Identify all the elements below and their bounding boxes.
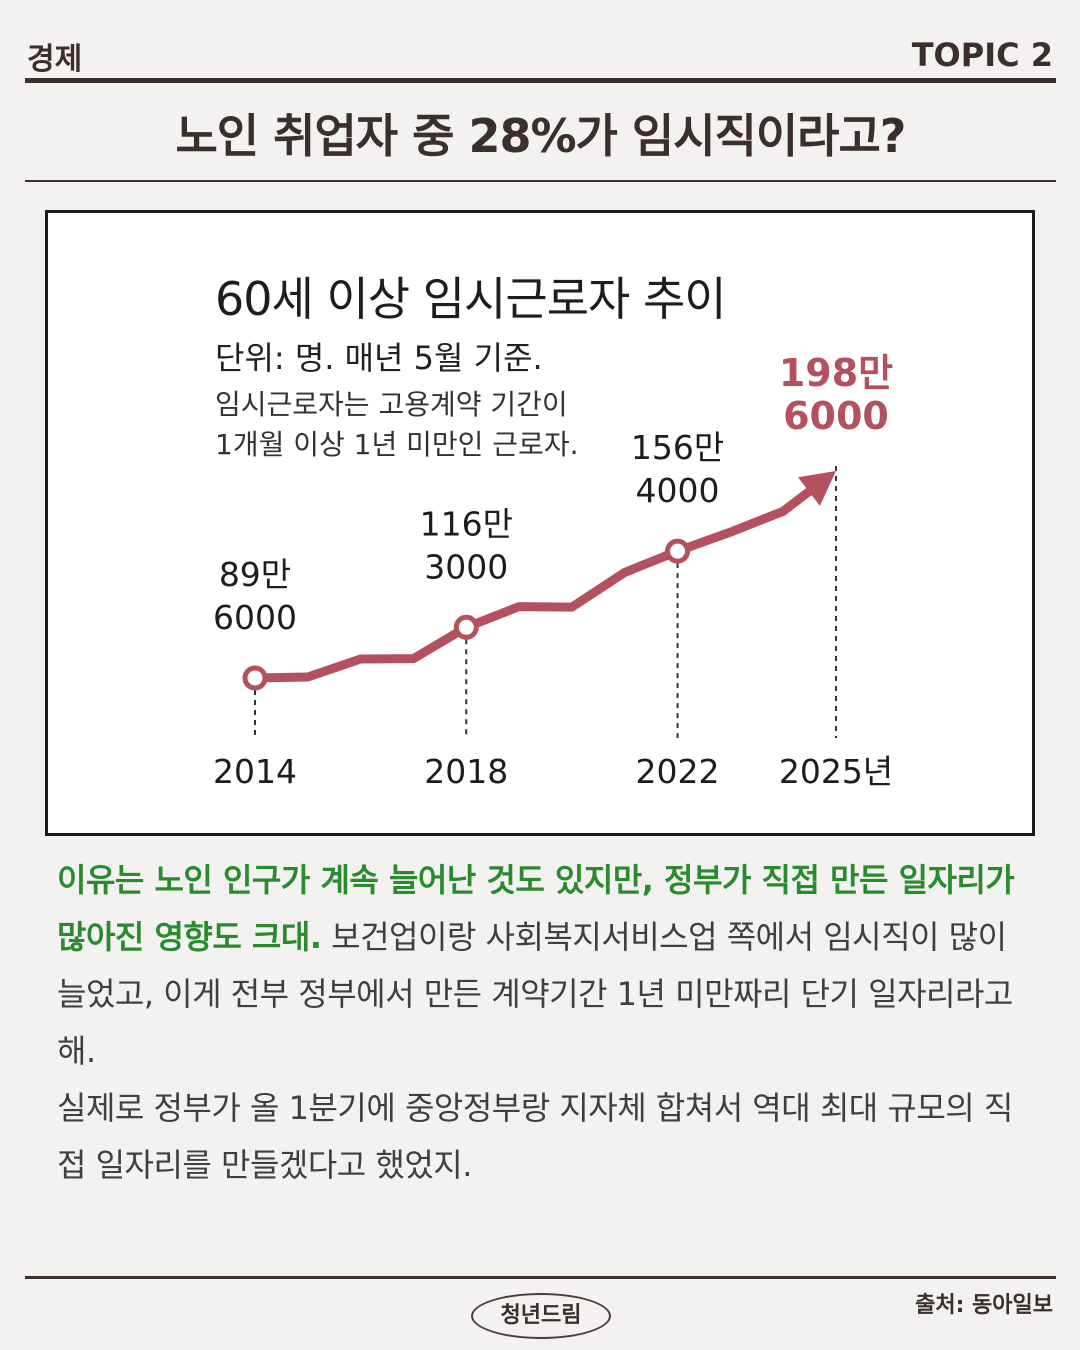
data-point-2022: [665, 538, 691, 564]
x-tick-label-2014: 2014: [213, 752, 297, 791]
source-label: 출처: 동아일보: [915, 1293, 1053, 1318]
headline: 노인 취업자 중 28%가 임시직이라고?: [175, 109, 906, 163]
body-highlight: 이유는 노인 인구가 계속 늘어난 것도 있지만, 정부가 직접 만든 일자리가…: [57, 861, 1015, 956]
value-label-2014-line-2: 6000: [213, 598, 297, 637]
bottom-divider: [25, 1276, 1056, 1279]
x-tick-label-2018: 2018: [424, 752, 508, 791]
body-paragraph-1: 보건업이랑 사회복지서비스업 쪽에서 임시직이 많이 늘었고, 이게 전부 정부…: [57, 918, 1013, 1070]
line-chart: 89만60002014116만30002018156만40002022198만6…: [213, 351, 893, 791]
brand-logo: 청년드림: [471, 1293, 611, 1339]
chart-note: 임시근로자는 고용계약 기간이 1개월 이상 1년 미만인 근로자.: [215, 385, 635, 465]
chart-note-line-2: 1개월 이상 1년 미만인 근로자.: [215, 428, 579, 461]
value-label-2022-line-1: 156만: [631, 428, 724, 467]
value-label-2025-line-2: 6000: [783, 394, 889, 438]
headline-divider: [25, 180, 1056, 182]
series-arrowhead: [798, 471, 836, 506]
category-label: 경제: [27, 42, 83, 77]
topic-label: TOPIC 2: [911, 36, 1053, 74]
body-paragraph-2: 실제로 정부가 올 1분기에 중앙정부랑 지자체 합쳐서 역대 최대 규모의 직…: [57, 1089, 1013, 1184]
top-divider: [25, 78, 1056, 83]
x-tick-label-2025: 2025년: [779, 752, 893, 791]
value-label-2018-line-2: 3000: [424, 547, 508, 586]
value-label-2025-line-1: 198만: [779, 351, 893, 395]
value-label-2014-line-1: 89만: [219, 555, 291, 594]
chart-panel: 89만 6000 2014 116만 3000 2018 156만 4000 2022 198만 6…: [45, 210, 1035, 836]
chart-unit-label: 단위: 명. 매년 5월 기준.: [215, 339, 543, 377]
value-label-2022-line-2: 4000: [636, 471, 720, 510]
body-text: 이유는 노인 인구가 계속 늘어난 것도 있지만, 정부가 직접 만든 일자리가…: [57, 852, 1037, 1194]
chart-note-line-1: 임시근로자는 고용계약 기간이: [215, 388, 568, 421]
data-point-2018: [453, 614, 479, 640]
series-line: [250, 484, 817, 683]
chart-title: 60세 이상 임시근로자 추이: [215, 272, 727, 326]
data-point-2014: [242, 665, 268, 691]
x-tick-label-2022: 2022: [636, 752, 720, 791]
value-label-2018-line-1: 116만: [420, 504, 513, 543]
